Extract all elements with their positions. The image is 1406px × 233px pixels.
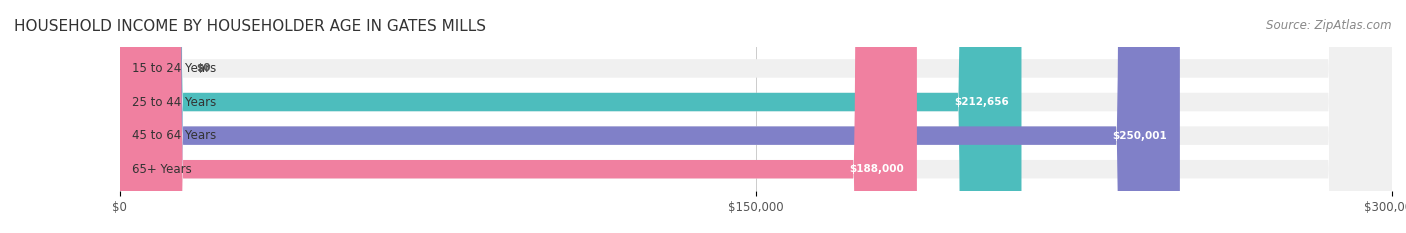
Text: $212,656: $212,656 (955, 97, 1008, 107)
FancyBboxPatch shape (120, 0, 1022, 233)
Text: 25 to 44 Years: 25 to 44 Years (132, 96, 217, 109)
FancyBboxPatch shape (120, 0, 1180, 233)
FancyBboxPatch shape (120, 0, 1392, 233)
FancyBboxPatch shape (120, 0, 917, 233)
Text: 15 to 24 Years: 15 to 24 Years (132, 62, 217, 75)
FancyBboxPatch shape (120, 0, 1392, 233)
FancyBboxPatch shape (120, 0, 1392, 233)
Text: $188,000: $188,000 (849, 164, 904, 174)
Text: 45 to 64 Years: 45 to 64 Years (132, 129, 217, 142)
Text: Source: ZipAtlas.com: Source: ZipAtlas.com (1267, 19, 1392, 32)
Text: $250,001: $250,001 (1112, 131, 1167, 141)
Text: 65+ Years: 65+ Years (132, 163, 193, 176)
Text: $0: $0 (195, 63, 211, 73)
Text: HOUSEHOLD INCOME BY HOUSEHOLDER AGE IN GATES MILLS: HOUSEHOLD INCOME BY HOUSEHOLDER AGE IN G… (14, 19, 486, 34)
FancyBboxPatch shape (120, 0, 1392, 233)
